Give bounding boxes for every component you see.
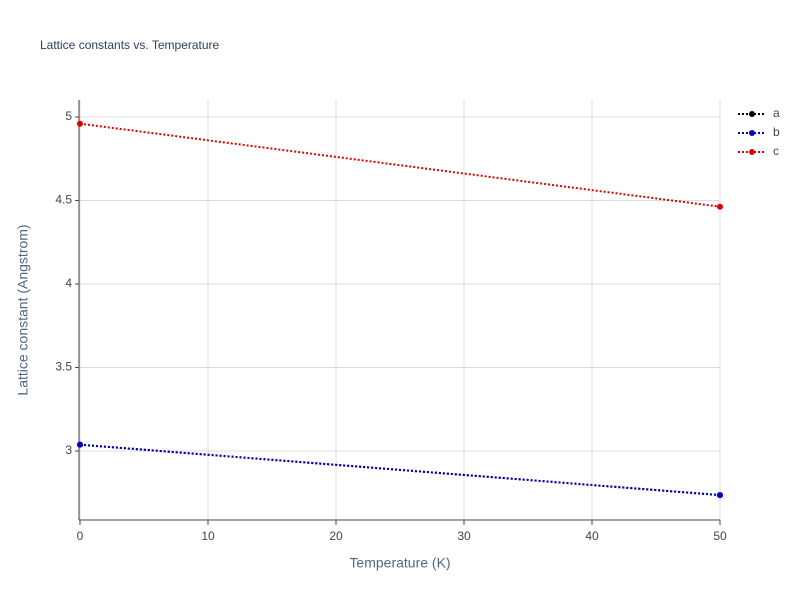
legend-marker [749,130,755,136]
x-tick-label: 20 [329,529,343,543]
x-tick-label: 50 [713,529,727,543]
legend-marker [749,111,755,117]
x-tick-label: 40 [585,529,599,543]
legend-label: b [773,125,780,139]
data-point [77,120,83,127]
x-axis-title: Temperature (K) [349,555,450,571]
y-tick-label: 3 [65,443,72,457]
data-point [717,203,723,210]
x-tick-label: 30 [457,529,471,543]
y-tick-label: 3.5 [55,360,72,374]
x-tick-label: 10 [201,529,215,543]
data-point [717,492,723,499]
y-tick-label: 5 [65,109,72,123]
x-tick-label: 0 [77,529,84,543]
y-tick-label: 4 [65,276,72,290]
y-axis-title: Lattice constant (Angstrom) [15,224,31,395]
legend-marker [749,149,755,155]
legend-label: a [773,106,780,120]
chart-title: Lattice constants vs. Temperature [40,38,220,52]
data-point [77,441,83,448]
series-line [79,443,721,497]
series-line [79,122,721,208]
legend-label: c [773,144,779,158]
y-tick-label: 4.5 [55,193,72,207]
